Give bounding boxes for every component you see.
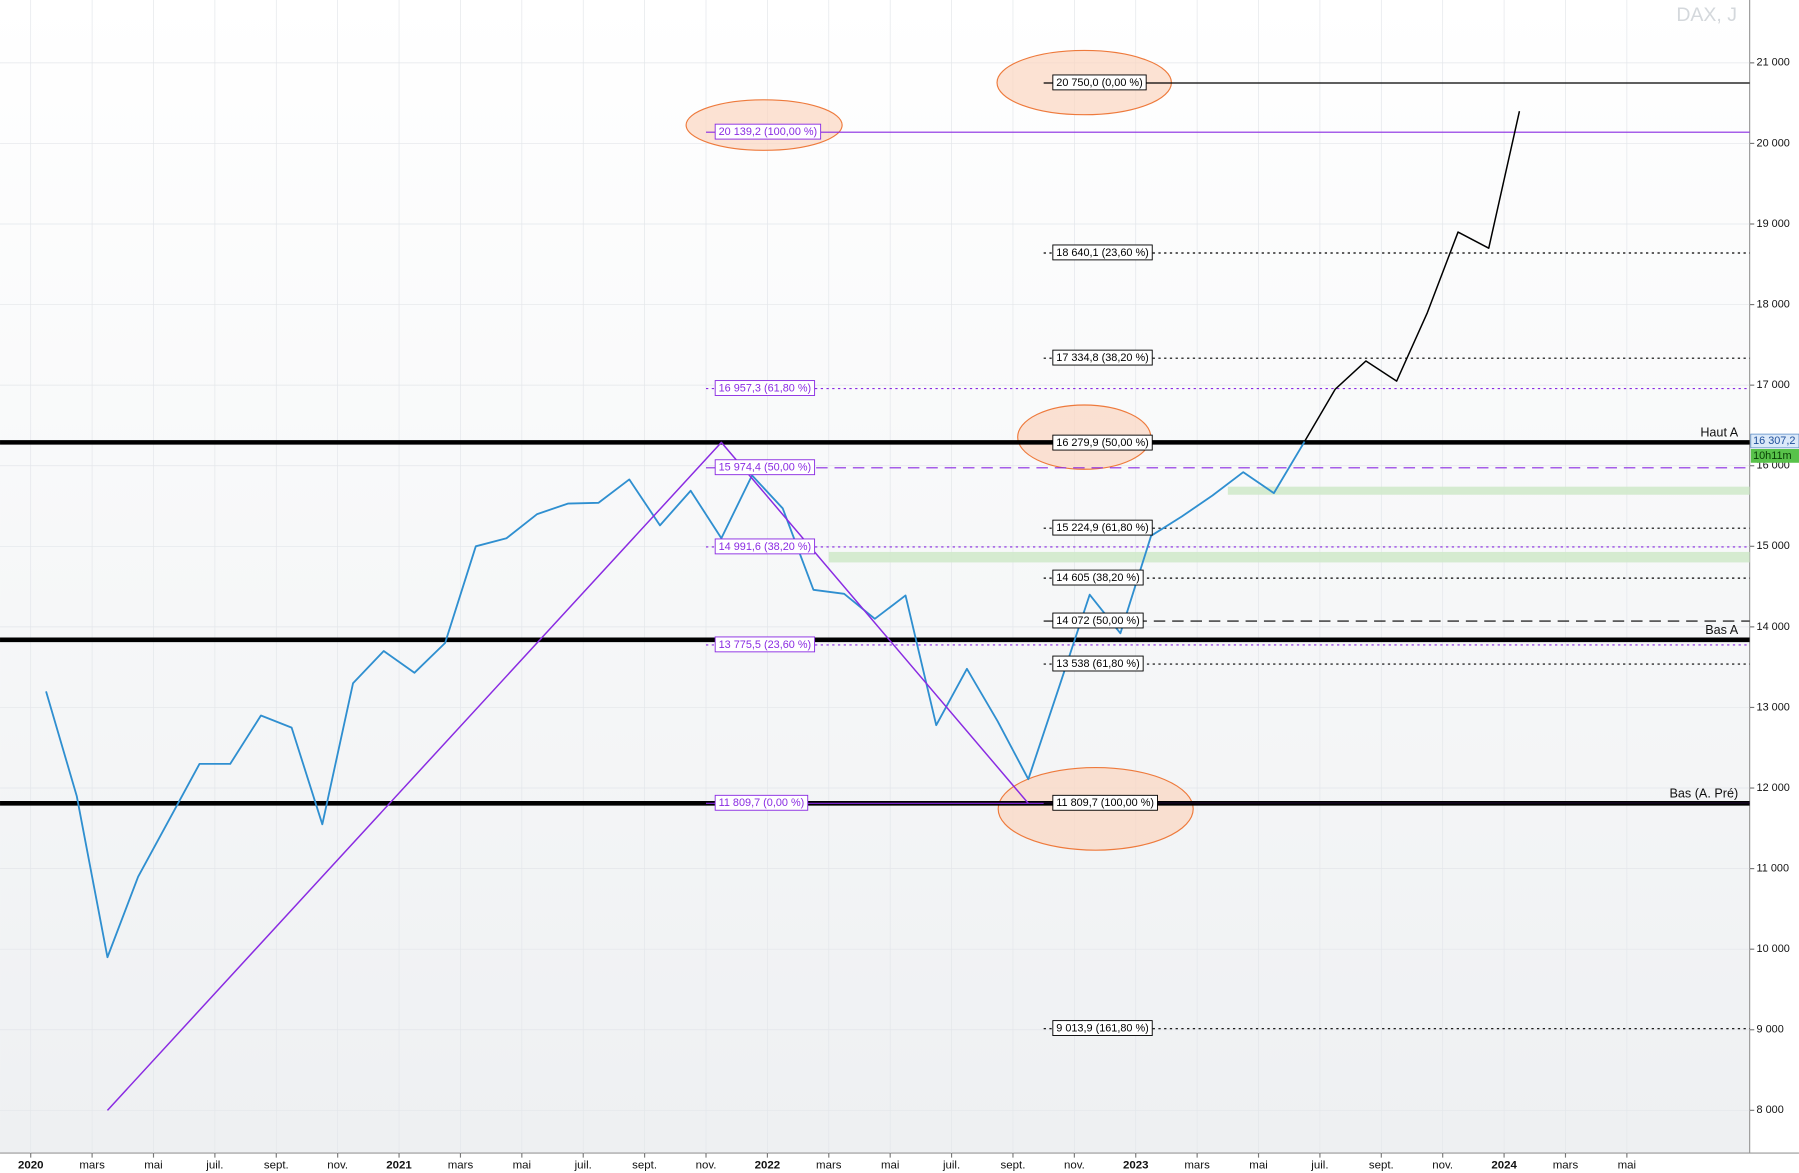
price-line: [45, 441, 1306, 959]
price-line: [106, 441, 1029, 1111]
fib-label-box: [1052, 349, 1153, 366]
y-tick-label: 11 000: [1757, 862, 1789, 874]
fib-label-box: [1052, 1020, 1153, 1036]
fib-label: 14 991,6 (38,20 %): [719, 541, 812, 553]
fib-label-box: [1052, 655, 1144, 672]
price-line: [1303, 111, 1521, 442]
x-tick-label: sept.: [632, 1160, 657, 1172]
fib-label: 17 334,8 (38,20 %): [1056, 352, 1149, 364]
x-tick-label: mai: [1618, 1160, 1636, 1172]
y-tick-label: 8 000: [1757, 1104, 1784, 1116]
y-tick-label: 12 000: [1757, 782, 1790, 794]
x-tick-label: sept.: [1001, 1160, 1026, 1172]
y-axis-background: [1749, 0, 1799, 1173]
fib-label: 15 974,4 (50,00 %): [719, 462, 812, 474]
fib-label: 16 957,3 (61,80 %): [719, 382, 812, 394]
fib-label-box: [714, 538, 816, 555]
fib-label: 11 809,7 (0,00 %): [719, 797, 805, 809]
y-tick-label: 18 000: [1757, 298, 1790, 310]
countdown: 10h11m: [1753, 450, 1792, 462]
fib-label: 14 072 (50,00 %): [1056, 615, 1139, 627]
y-tick-label: 10 000: [1757, 943, 1790, 955]
fib-label-box: [714, 459, 816, 476]
x-tick-label: mars: [816, 1160, 842, 1172]
fib-label-box: [1052, 612, 1144, 629]
x-tick-label: mai: [881, 1160, 899, 1172]
key-level-label: Bas A: [1705, 623, 1739, 637]
fib-label: 18 640,1 (23,60 %): [1056, 247, 1149, 259]
zone-layer: [828, 486, 1750, 563]
fib-label-box: [1052, 74, 1147, 91]
x-tick-label: 2024: [1491, 1160, 1517, 1172]
x-tick-label: mars: [448, 1160, 474, 1172]
fib-label: 13 538 (61,80 %): [1056, 658, 1139, 670]
last-price: 16 307,2: [1753, 435, 1795, 447]
x-tick-label: 2023: [1123, 1160, 1149, 1172]
y-tick-label: 21 000: [1757, 57, 1790, 69]
y-tick-label: 19 000: [1757, 218, 1790, 230]
fib-label-box: [714, 636, 816, 653]
fib-label-box: [1052, 434, 1153, 451]
y-tick-label: 14 000: [1757, 621, 1790, 633]
fib-label: 20 139,2 (100,00 %): [719, 126, 818, 138]
x-tick-label: sept.: [1369, 1160, 1394, 1172]
level-layer: [0, 82, 1750, 1030]
fib-label-box: [1052, 569, 1144, 586]
key-level-label: Haut A: [1700, 426, 1738, 440]
x-tick-label: nov.: [1432, 1160, 1453, 1172]
x-tick-label: mai: [1249, 1160, 1267, 1172]
x-tick-label: mars: [1184, 1160, 1210, 1172]
fib-label: 9 013,9 (161,80 %): [1056, 1023, 1149, 1035]
x-tick-label: 2021: [386, 1160, 412, 1172]
chart-title: DAX, J: [1676, 4, 1737, 26]
x-tick-label: nov.: [1064, 1160, 1085, 1172]
y-tick-label: 13 000: [1757, 701, 1790, 713]
fib-label-box: [714, 794, 809, 811]
fib-label-box: [1052, 794, 1158, 811]
fib-label-box: [714, 123, 822, 140]
y-tick-label: 15 000: [1757, 540, 1790, 552]
fib-label-box: [714, 380, 816, 396]
y-tick-label: 9 000: [1757, 1024, 1784, 1036]
x-tick-label: juil.: [942, 1160, 960, 1172]
countdown-box: [1750, 449, 1799, 463]
fib-label: 16 279,9 (50,00 %): [1056, 437, 1149, 449]
fib-label-box: [1052, 519, 1153, 536]
x-tick-label: juil.: [205, 1160, 223, 1172]
x-tick-label: nov.: [327, 1160, 348, 1172]
key-level-label: Bas (A. Pré): [1670, 786, 1739, 800]
fib-label: 11 809,7 (100,00 %): [1056, 797, 1154, 809]
grid-layer: [0, 0, 1750, 1154]
x-tick-label: juil.: [574, 1160, 592, 1172]
x-tick-label: mars: [1553, 1160, 1579, 1172]
fib-label: 13 775,5 (23,60 %): [719, 639, 812, 651]
y-tick-label: 20 000: [1757, 137, 1790, 149]
zone: [1227, 486, 1750, 495]
x-tick-label: mai: [513, 1160, 531, 1172]
fib-label-box: [1052, 244, 1153, 261]
plot-background: [0, 0, 1750, 1154]
fib-label: 20 750,0 (0,00 %): [1056, 77, 1142, 89]
fib-label: 14 605 (38,20 %): [1056, 572, 1139, 584]
x-tick-label: sept.: [264, 1160, 289, 1172]
x-tick-label: 2022: [755, 1160, 781, 1172]
fib-label: 15 224,9 (61,80 %): [1056, 522, 1149, 534]
x-tick-label: nov.: [696, 1160, 717, 1172]
x-tick-label: juil.: [1310, 1160, 1328, 1172]
y-tick-label: 17 000: [1757, 379, 1790, 391]
x-tick-label: 2020: [18, 1160, 44, 1172]
x-tick-label: mai: [144, 1160, 162, 1172]
x-tick-label: mars: [79, 1160, 105, 1172]
zone: [828, 551, 1750, 563]
series-layer: [45, 111, 1521, 1111]
